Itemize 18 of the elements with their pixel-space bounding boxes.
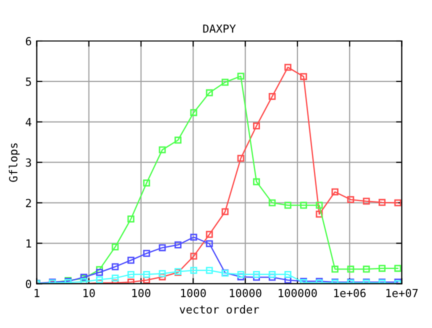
y-tick-label: 2 <box>26 198 31 208</box>
y-tick-label: 3 <box>26 158 32 167</box>
y-tick-label: 4 <box>26 118 32 126</box>
x-axis-title: vector order <box>180 305 259 314</box>
x-tick-label: 1 <box>34 288 40 298</box>
x-tick-label: 10000 <box>230 288 262 298</box>
x-tick-label: 1000 <box>181 288 206 298</box>
y-tick-label: 6 <box>26 37 32 46</box>
y-tick-label: 5 <box>26 78 31 86</box>
x-tick-label: 100 <box>132 288 150 298</box>
x-tick-label: 100000 <box>278 288 317 298</box>
x-tick-label: 1e+07 <box>386 288 418 298</box>
x-tick-label: 10 <box>84 288 95 298</box>
chart-title: DAXPY <box>203 24 236 33</box>
y-axis-title: Gflops <box>8 143 20 182</box>
y-tick-label: 0 <box>26 280 32 288</box>
x-tick-label: 1e+06 <box>334 288 366 298</box>
y-tick-label: 1 <box>26 239 32 248</box>
